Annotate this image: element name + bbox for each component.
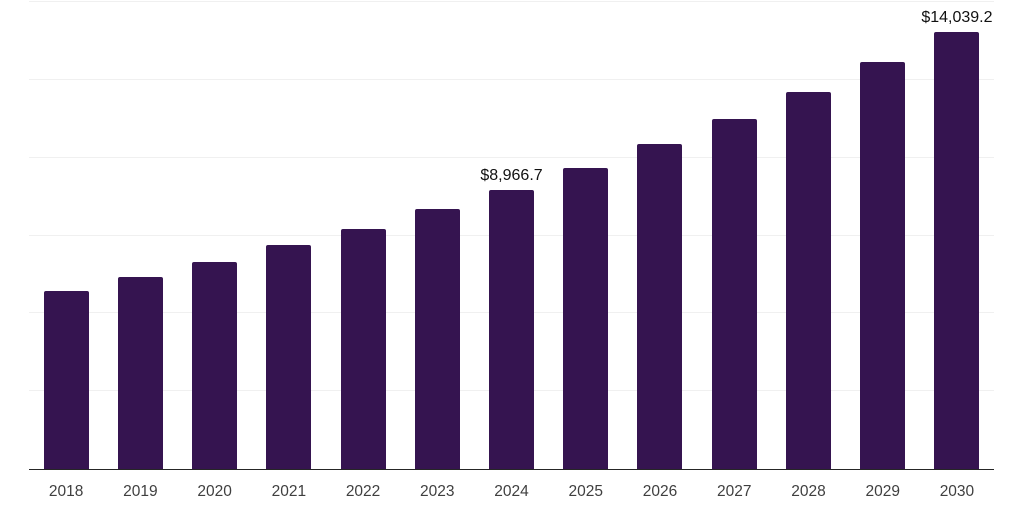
bar-slot-2029	[846, 2, 920, 469]
bar-slot-2028	[771, 2, 845, 469]
bar-slot-2020	[177, 2, 251, 469]
gridline	[29, 1, 994, 2]
bars-row: $8,966.7 $14,039.2	[29, 2, 994, 469]
bar-2023[interactable]	[414, 208, 460, 469]
x-axis-ticks: 2018 2019 2020 2021 2022 2023 2024 2025 2026 2027…	[29, 470, 994, 501]
x-tick-label-2029: 2029	[865, 483, 900, 500]
bar-slot-2019	[103, 2, 177, 469]
bar-slot-2022	[326, 2, 400, 469]
x-tick-label-2020: 2020	[197, 483, 232, 500]
bar-2026[interactable]	[637, 143, 683, 469]
bar-value-label-2030: $14,039.2	[921, 8, 993, 26]
bar-slot-2024: $8,966.7	[474, 2, 548, 469]
x-tick-label-2019: 2019	[123, 483, 158, 500]
gridline	[29, 78, 994, 80]
bar-2021[interactable]	[266, 245, 312, 469]
bar-2024[interactable]: $8,966.7	[480, 167, 543, 469]
bar-slot-2027	[697, 2, 771, 469]
bar-value-label-2024: $8,966.7	[480, 166, 543, 184]
bar-slot-2018	[29, 2, 103, 469]
x-tick-label-2028: 2028	[791, 483, 826, 500]
x-tick-label-2025: 2025	[568, 483, 603, 500]
bar-slot-2025	[549, 2, 623, 469]
x-axis-line	[29, 468, 994, 470]
x-tick-label-2023: 2023	[420, 483, 455, 500]
bar-slot-2021	[252, 2, 326, 469]
bar-2029[interactable]	[860, 61, 906, 469]
gridline	[29, 156, 994, 158]
x-tick-label-2022: 2022	[345, 483, 381, 500]
bar-2019[interactable]	[117, 276, 163, 469]
x-tick-label-2024: 2024	[494, 483, 529, 500]
x-tick-label-2021: 2021	[271, 483, 307, 500]
bar-2025[interactable]	[563, 167, 609, 469]
plot-area: $8,966.7 $14,039.2	[29, 1, 994, 470]
bar-2027[interactable]	[711, 118, 757, 469]
bar-slot-2023	[400, 2, 474, 469]
x-tick-label-2026: 2026	[642, 483, 678, 500]
bar-slot-2026	[623, 2, 697, 469]
bar-2028[interactable]	[785, 92, 831, 469]
bar-2018[interactable]	[43, 290, 89, 469]
bar-2030[interactable]: $14,039.2	[921, 9, 993, 469]
x-tick-label-2027: 2027	[716, 483, 752, 500]
x-tick-label-2030: 2030	[939, 483, 975, 500]
bar-slot-2030: $14,039.2	[920, 2, 994, 469]
bar-2022[interactable]	[340, 229, 386, 469]
bar-2020[interactable]	[192, 261, 238, 469]
x-tick-label-2018: 2018	[48, 483, 84, 500]
